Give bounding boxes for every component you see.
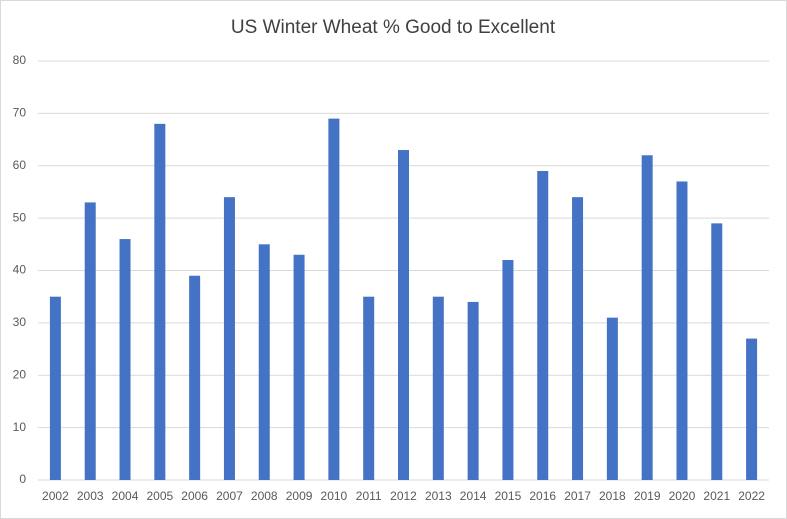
y-tick-label: 50 [13,210,27,224]
x-tick-label: 2018 [599,489,626,503]
x-tick-label: 2011 [356,489,382,503]
x-tick-label: 2002 [42,489,69,503]
bar [119,239,131,480]
y-tick-label: 0 [19,472,26,486]
bar [154,123,166,480]
x-tick-label: 2009 [286,489,313,503]
x-tick-label: 2013 [425,489,452,503]
x-tick-label: 2019 [634,489,661,503]
y-tick-label: 70 [13,106,27,120]
bar [398,150,409,480]
x-tick-label: 2003 [77,489,104,503]
bar [189,275,201,480]
y-tick-label: 80 [13,53,27,67]
y-tick-label: 10 [13,420,27,434]
chart-title: US Winter Wheat % Good to Excellent [231,17,556,38]
x-tick-label: 2014 [460,489,487,503]
y-tick-label: 40 [13,263,27,277]
bar [363,296,375,480]
x-tick-label: 2012 [390,489,417,503]
bar [328,118,340,481]
y-tick-label: 60 [13,158,27,172]
bar [293,254,305,480]
x-tick-label: 2020 [669,489,696,503]
bar [572,197,584,481]
x-tick-label: 2008 [251,489,278,503]
bar [606,317,618,480]
bar [84,202,96,480]
bar [223,197,235,481]
bar [502,260,514,480]
y-tick-label: 20 [13,367,27,381]
bar [711,223,723,481]
x-tick-label: 2004 [112,489,139,503]
x-tick-label: 2017 [564,489,591,503]
x-tick-label: 2016 [529,489,556,503]
bar [432,296,444,480]
bar [467,301,479,480]
bar [676,181,688,480]
x-tick-label: 2015 [495,489,522,503]
bar [641,155,653,480]
x-tick-label: 2007 [216,489,243,503]
x-tick-label: 2006 [181,489,208,503]
x-tick-label: 2005 [146,489,173,503]
y-tick-label: 30 [13,315,27,329]
bar [49,296,61,480]
x-tick-label: 2021 [703,489,730,503]
x-tick-label: 2010 [321,489,348,503]
bar [258,244,270,480]
bar [746,338,758,480]
bar [537,170,549,481]
x-tick-label: 2022 [738,489,765,503]
